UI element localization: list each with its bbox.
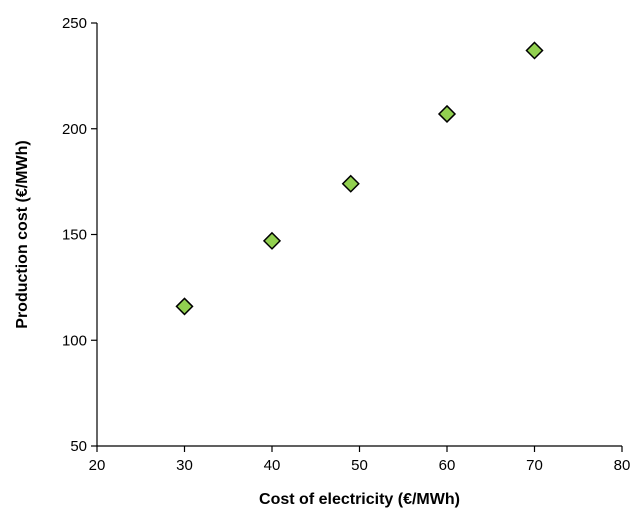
data-points	[175, 41, 544, 316]
y-tick-label: 100	[62, 332, 87, 349]
data-point-diamond	[437, 104, 457, 124]
x-tick-label: 50	[351, 457, 368, 474]
y-tick-label: 200	[62, 121, 87, 138]
x-tick-label: 30	[176, 457, 193, 474]
plot-area: 50 100 150 200 250 20 30 40 50 60 70 80	[62, 15, 630, 474]
x-tick-label: 40	[264, 457, 281, 474]
y-tick-label: 250	[62, 15, 87, 32]
y-axis-ticks: 50 100 150 200 250	[62, 15, 97, 455]
x-tick-label: 20	[89, 457, 106, 474]
x-axis-title: Cost of electricity (€/MWh)	[259, 491, 460, 508]
x-tick-label: 60	[439, 457, 456, 474]
y-tick-label: 50	[70, 438, 87, 455]
data-point-diamond	[262, 231, 282, 250]
x-axis-ticks: 20 30 40 50 60 70 80	[89, 446, 631, 474]
y-axis-title: Production cost (€/MWh)	[14, 140, 31, 328]
y-tick-label: 150	[62, 227, 87, 244]
x-tick-label: 70	[526, 457, 543, 474]
data-point-diamond	[341, 174, 360, 193]
data-point-diamond	[175, 297, 194, 316]
x-tick-label: 80	[614, 457, 631, 474]
data-point-diamond	[525, 41, 544, 60]
